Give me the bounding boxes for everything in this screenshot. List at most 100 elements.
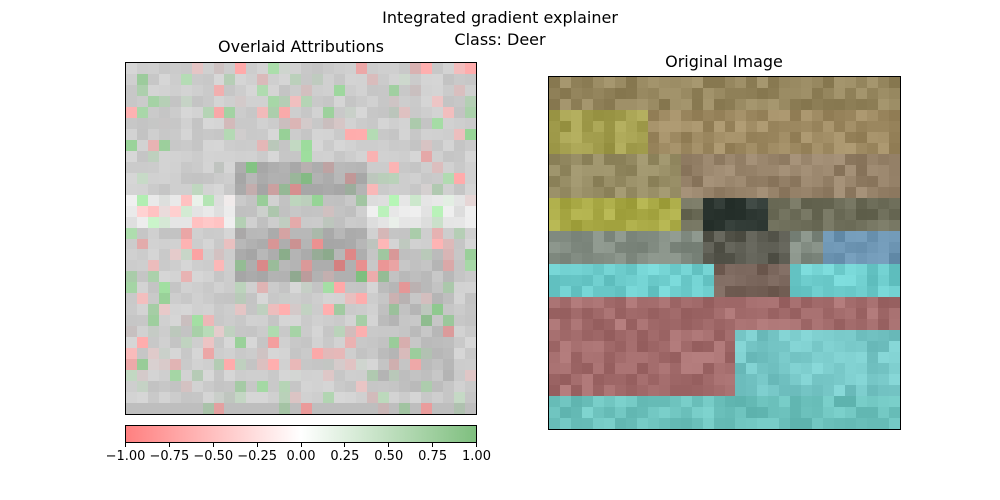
attribution-cell [126,370,137,382]
image-pixel [592,176,604,187]
image-pixel [625,77,637,88]
attribution-cell [366,183,378,195]
attribution-cell [355,348,367,360]
image-pixel [559,275,571,286]
image-pixel [823,176,835,187]
image-pixel [856,385,868,396]
image-pixel [889,352,900,363]
attribution-cell [279,194,291,206]
attribution-cell [268,84,280,96]
image-pixel [834,341,846,352]
image-pixel [845,242,857,253]
attribution-cell [399,139,411,151]
image-pixel [658,231,670,242]
image-pixel [669,198,681,209]
image-pixel [779,231,791,242]
attribution-cell [454,304,466,316]
image-pixel [790,242,802,253]
image-pixel [779,198,791,209]
image-pixel [735,385,747,396]
attribution-cell [301,161,312,173]
image-pixel [691,341,703,352]
image-pixel [867,187,879,198]
image-pixel [790,121,802,132]
attribution-cell [399,73,411,85]
image-pixel [757,121,769,132]
image-pixel [549,253,560,264]
attribution-cell [333,403,345,414]
image-pixel [581,88,593,99]
attribution-cell [202,205,214,217]
attribution-cell [465,271,476,283]
image-pixel [746,187,758,198]
attribution-cell [268,238,280,250]
image-pixel [636,308,648,319]
image-pixel [549,198,560,209]
image-pixel [680,319,692,330]
attribution-cell [465,326,476,338]
image-pixel [559,407,571,418]
image-pixel [592,418,604,429]
attribution-cell [399,381,411,393]
attribution-cell [443,84,455,96]
attribution-cell [191,227,203,239]
image-pixel [658,319,670,330]
attribution-cell [344,172,356,184]
attribution-cell [388,282,400,294]
attribution-cell [126,304,137,316]
attribution-cell [213,348,225,360]
image-pixel [702,286,714,297]
attribution-cell [454,106,466,118]
image-pixel [680,209,692,220]
attribution-cell [158,238,170,250]
attribution-cell [169,227,181,239]
attribution-cell [301,117,312,129]
attribution-cell [169,260,181,272]
attribution-cell [290,128,301,140]
image-pixel [790,396,802,407]
attribution-cell [454,392,466,404]
attribution-cell [202,117,214,129]
image-pixel [801,88,813,99]
attribution-cell [126,337,137,349]
image-pixel [867,352,879,363]
attribution-cell [333,106,345,118]
image-pixel [724,308,736,319]
attribution-cell [355,84,367,96]
image-pixel [878,264,890,275]
attribution-cell [169,63,181,74]
attribution-cell [213,95,225,107]
attribution-cell [191,161,203,173]
attribution-cell [191,249,203,261]
image-pixel [581,308,593,319]
image-pixel [636,297,648,308]
attribution-cell [268,348,280,360]
image-pixel [603,319,615,330]
image-pixel [724,363,736,374]
attribution-cell [322,227,334,239]
attribution-cell [454,161,466,173]
image-pixel [691,121,703,132]
image-pixel [823,275,835,286]
image-pixel [867,407,879,418]
image-pixel [735,297,747,308]
attribution-cell [257,370,269,382]
attribution-cell [421,128,433,140]
image-pixel [779,121,791,132]
image-pixel [735,165,747,176]
attribution-cell [268,227,280,239]
image-pixel [790,407,802,418]
image-pixel [625,165,637,176]
image-pixel [669,297,681,308]
attribution-cell [202,381,214,393]
attribution-cell [333,194,345,206]
image-pixel [768,363,780,374]
attribution-cell [180,403,192,414]
image-pixel [845,407,857,418]
image-pixel [570,385,582,396]
image-pixel [625,143,637,154]
image-pixel [823,231,835,242]
colorbar-tick-mark [300,443,302,447]
attribution-cell [301,216,312,228]
attribution-cell [147,205,159,217]
